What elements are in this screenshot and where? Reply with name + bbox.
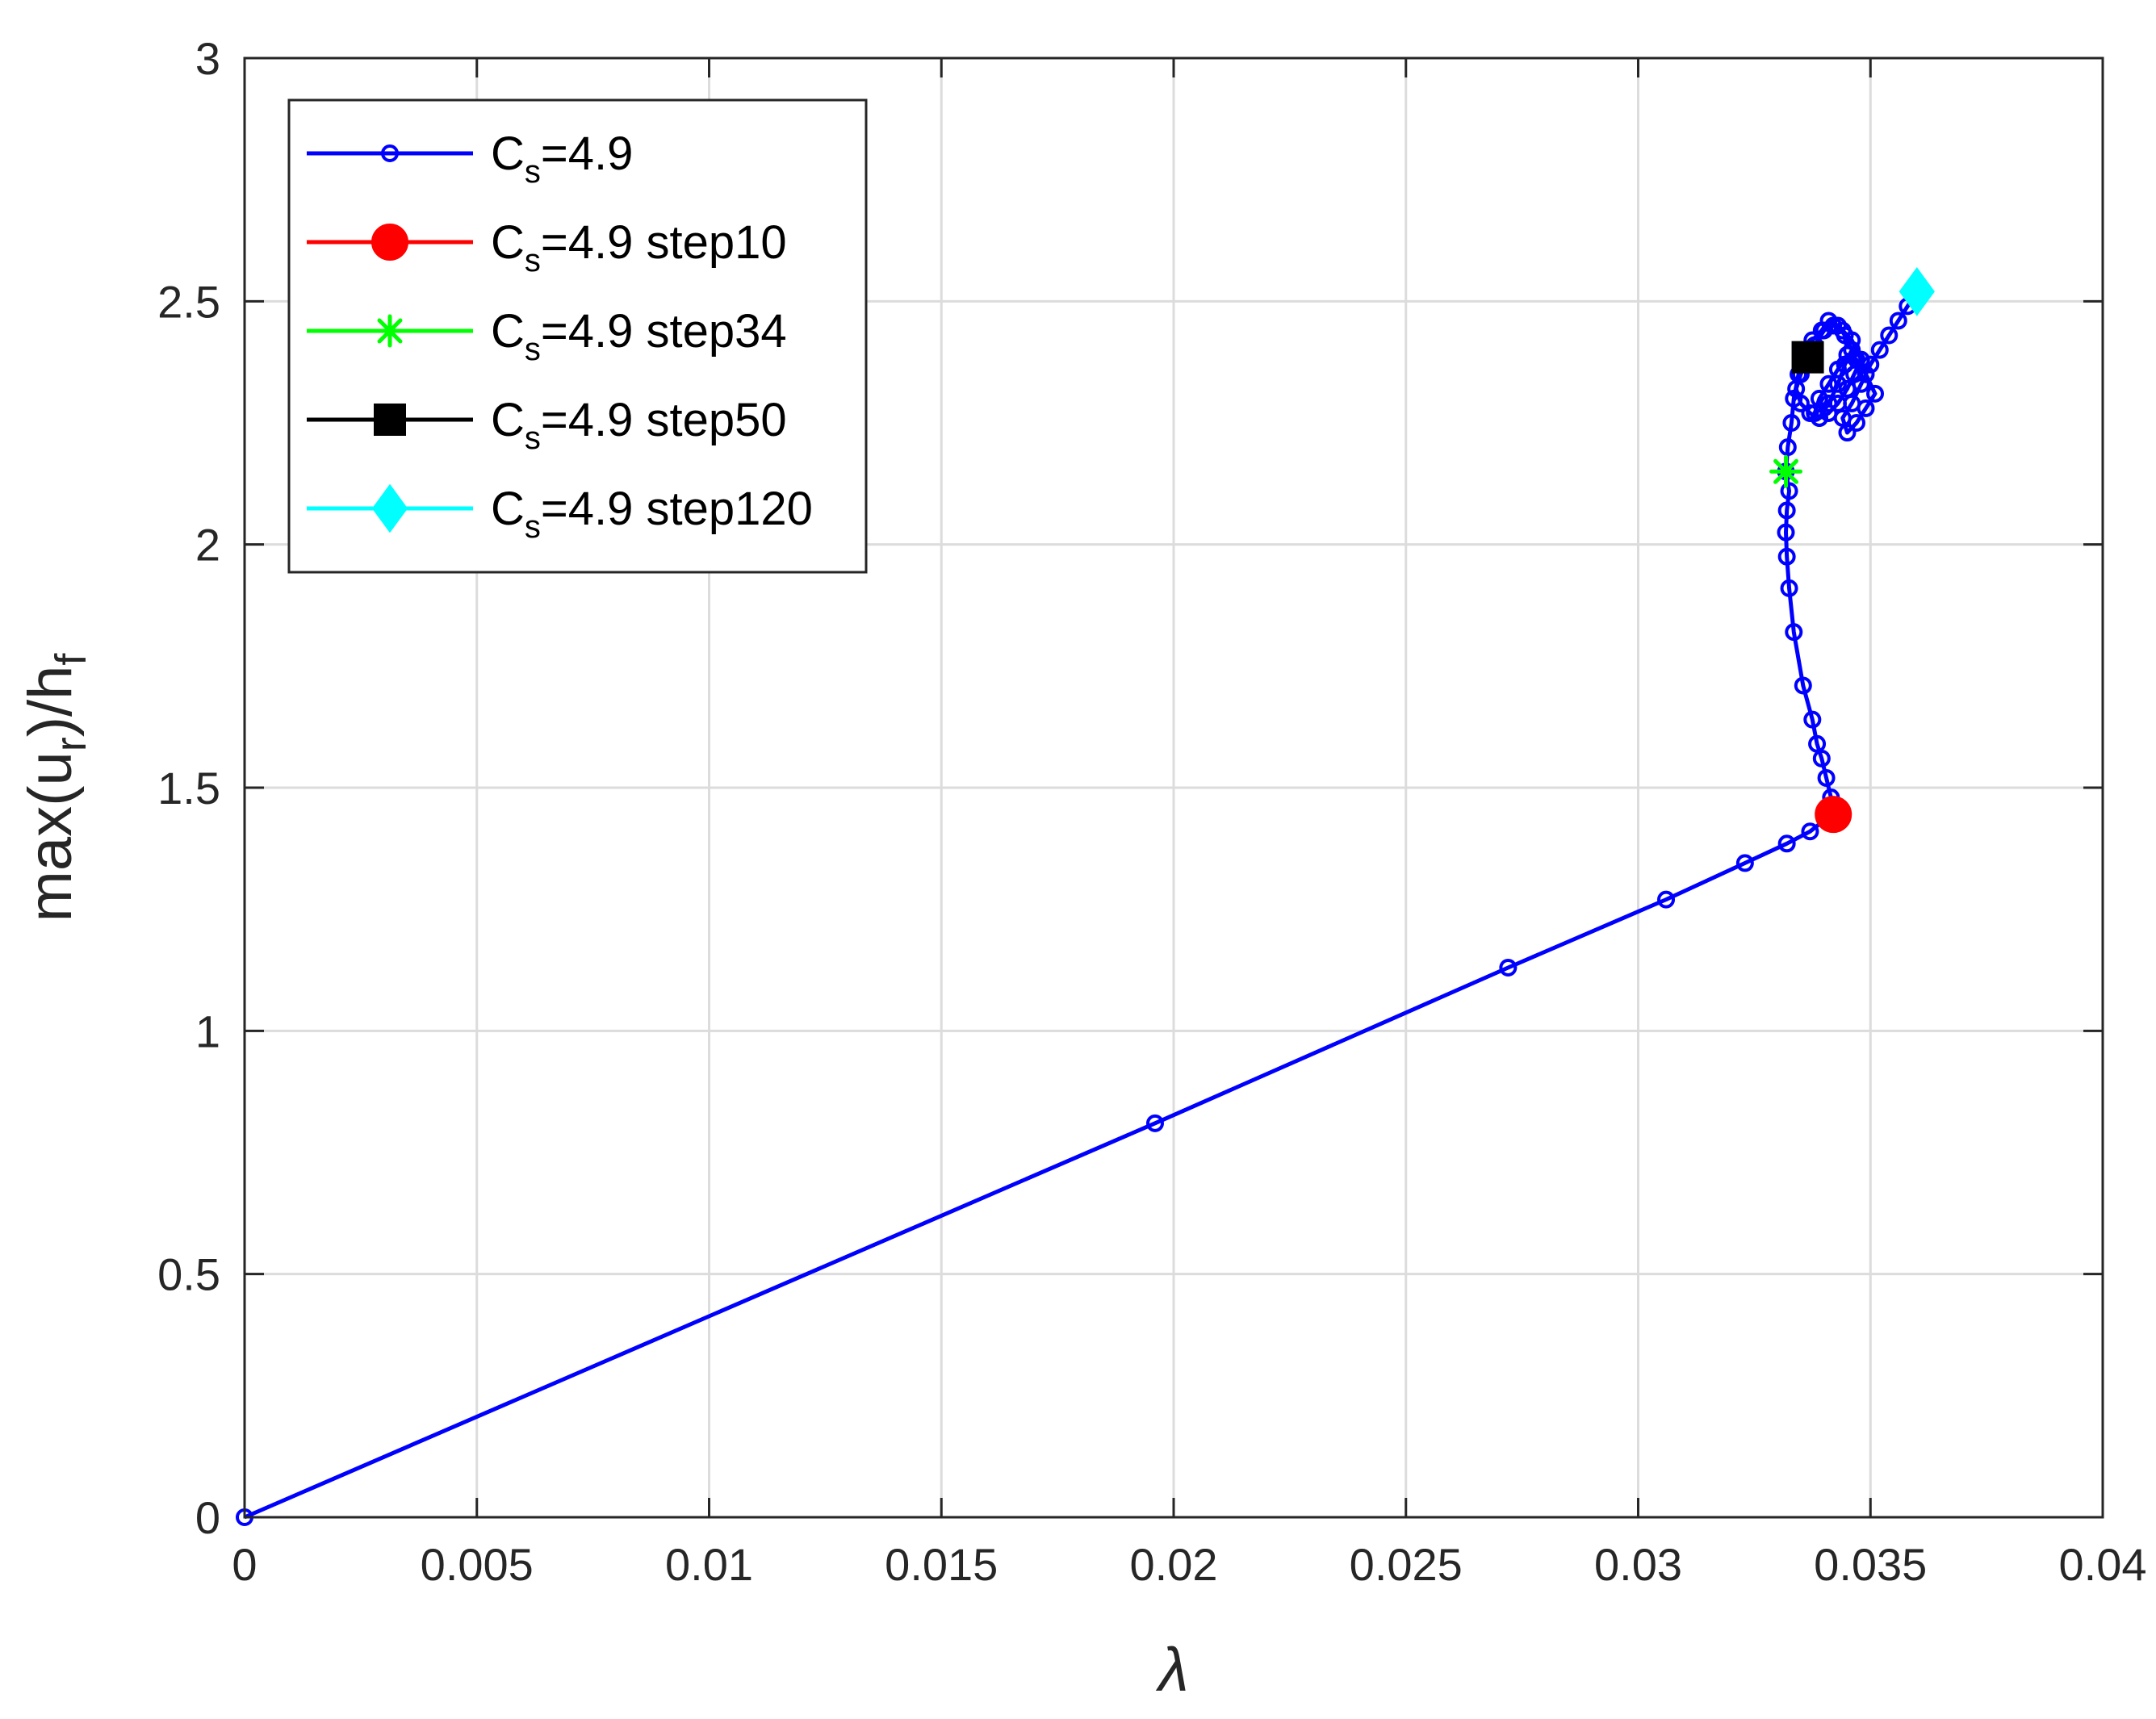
legend-label-sub: s bbox=[525, 243, 541, 278]
x-tick-label: 0.03 bbox=[1594, 1539, 1682, 1590]
legend-label-base: C bbox=[491, 305, 525, 358]
y-tick-label: 0.5 bbox=[157, 1249, 220, 1300]
x-tick-label: 0 bbox=[232, 1539, 257, 1590]
x-axis-label: λ bbox=[1155, 1636, 1188, 1704]
data-point-0 bbox=[1819, 394, 1838, 412]
series-lines bbox=[244, 290, 1919, 1520]
data-point-0 bbox=[1657, 890, 1676, 909]
data-point-0 bbox=[1777, 523, 1795, 542]
legend-marker-2-stroke bbox=[377, 318, 403, 344]
data-point-0 bbox=[1824, 316, 1843, 335]
y-tick-label: 1 bbox=[195, 1006, 220, 1056]
data-point-0 bbox=[1782, 414, 1801, 432]
legend-label-3: Cs=4.9 step50 bbox=[491, 394, 787, 456]
legend-marker-0 bbox=[381, 144, 399, 162]
data-point-0 bbox=[1828, 360, 1847, 379]
data-point-0 bbox=[1861, 355, 1880, 374]
y-axis-label-mid: )/h bbox=[16, 666, 85, 738]
data-point-0 bbox=[1857, 365, 1875, 383]
y-tick-label: 3 bbox=[195, 33, 220, 84]
y-tick-label: 0 bbox=[195, 1492, 220, 1543]
data-point-0 bbox=[1889, 312, 1907, 330]
data-point-0 bbox=[1819, 312, 1838, 330]
data-point-2 bbox=[1769, 454, 1803, 488]
x-tick-label: 0.01 bbox=[665, 1539, 753, 1590]
legend-label-2: Cs=4.9 step34 bbox=[491, 305, 787, 367]
data-point-0 bbox=[1819, 374, 1838, 393]
legend-label-sub: s bbox=[525, 509, 541, 545]
legend-label-base: C bbox=[491, 394, 525, 446]
data-point-0 bbox=[1843, 341, 1861, 359]
data-point-0 bbox=[1838, 345, 1857, 364]
legend-label-1: Cs=4.9 step10 bbox=[491, 216, 787, 278]
legend-label-rest: =4.9 bbox=[541, 128, 634, 180]
data-point-0 bbox=[1801, 822, 1819, 841]
y-axis-label: max(ur)/hf bbox=[16, 653, 95, 922]
legend-label-rest: =4.9 step120 bbox=[541, 483, 813, 535]
data-point-0 bbox=[1777, 547, 1796, 566]
data-point-0 bbox=[1794, 676, 1812, 695]
data-point-1 bbox=[1815, 796, 1852, 834]
legend-label-rest: =4.9 step34 bbox=[541, 305, 787, 358]
data-point-0 bbox=[1777, 834, 1796, 853]
series-markers bbox=[236, 266, 1935, 1526]
x-tick-label: 0.035 bbox=[1814, 1539, 1927, 1590]
data-point-0 bbox=[1817, 768, 1836, 787]
legend-label-rest: =4.9 step50 bbox=[541, 394, 787, 446]
data-point-0 bbox=[1810, 408, 1828, 427]
data-point-0 bbox=[1777, 501, 1796, 520]
x-tick-label: 0.005 bbox=[421, 1539, 534, 1590]
y-axis-label-main: max(u bbox=[16, 751, 85, 922]
data-point-0 bbox=[1866, 384, 1885, 403]
legend-label-base: C bbox=[491, 128, 525, 180]
legend-marker-2 bbox=[373, 314, 407, 348]
data-point-2-stroke bbox=[1773, 458, 1798, 484]
legend-marker-1 bbox=[371, 224, 408, 261]
x-tick-label: 0.04 bbox=[2059, 1539, 2147, 1590]
data-point-0 bbox=[1808, 734, 1827, 753]
legend-label-0: Cs=4.9 bbox=[491, 128, 633, 190]
y-tick-label: 2.5 bbox=[157, 276, 220, 327]
legend-marker-3 bbox=[374, 404, 406, 436]
data-point-0 bbox=[1778, 438, 1797, 457]
data-point-0 bbox=[1780, 482, 1798, 500]
data-point-0 bbox=[1880, 326, 1899, 345]
x-tick-label: 0.015 bbox=[885, 1539, 998, 1590]
x-tick-label: 0.025 bbox=[1350, 1539, 1463, 1590]
legend-label-rest: =4.9 step10 bbox=[541, 216, 787, 269]
data-point-0 bbox=[1735, 854, 1754, 872]
y-tick-label: 1.5 bbox=[157, 763, 220, 813]
y-tick-label: 2 bbox=[195, 520, 220, 571]
legend-label-base: C bbox=[491, 483, 525, 535]
data-point-0 bbox=[1815, 321, 1833, 340]
x-tick-label: 0.02 bbox=[1130, 1539, 1218, 1590]
data-point-4 bbox=[1899, 266, 1935, 316]
y-axis-label-sub1: r bbox=[47, 737, 95, 751]
legend-label-4: Cs=4.9 step120 bbox=[491, 483, 813, 545]
data-point-0 bbox=[1145, 1114, 1164, 1132]
data-point-0 bbox=[1803, 710, 1822, 729]
data-point-0 bbox=[1780, 579, 1798, 597]
legend-label-sub: s bbox=[525, 420, 541, 456]
data-point-0 bbox=[1785, 623, 1803, 642]
data-point-0 bbox=[1870, 341, 1889, 359]
data-point-0 bbox=[1499, 958, 1518, 977]
legend-label-base: C bbox=[491, 216, 525, 269]
legend-label-sub: s bbox=[525, 332, 541, 367]
series-line-0 bbox=[244, 290, 1919, 1520]
data-point-0 bbox=[1852, 374, 1870, 393]
data-point-0 bbox=[1810, 389, 1828, 408]
data-point-0 bbox=[1833, 321, 1852, 340]
data-point-0 bbox=[1833, 408, 1852, 427]
data-point-3 bbox=[1791, 341, 1824, 374]
y-axis-label-sub2: f bbox=[47, 653, 95, 666]
axis-ticks: 0 0.005 0.01 0.015 0.02 0.025 0.03 0.035 0.04 0 0.… bbox=[157, 33, 2146, 1590]
data-point-0 bbox=[1843, 394, 1861, 412]
legend-marker-4 bbox=[371, 483, 408, 533]
legend-label-sub: s bbox=[525, 154, 541, 190]
